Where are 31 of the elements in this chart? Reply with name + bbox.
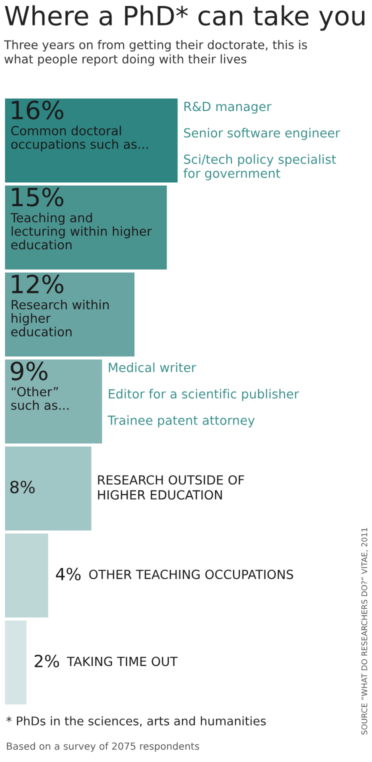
annotation: Trainee patent attorney: [108, 415, 255, 428]
data-label: 4%: [56, 568, 81, 580]
bar: [5, 620, 27, 704]
text: * PhDs in the sciences, arts and humanities: [6, 716, 266, 727]
y-tick-label: TAKING TIME OUT: [66, 656, 178, 666]
y-tick-label: OTHER TEACHING OCCUPATIONS: [89, 570, 294, 580]
text: R&D manager: [184, 102, 272, 114]
chart-subtitle: Three years on from getting their doctorate, this is what people report doing with their lives: [4, 40, 307, 66]
text: Senior software engineer: [184, 128, 340, 140]
bar: [5, 534, 48, 618]
y-tick-label: RESEARCH OUTSIDE OF HIGHER EDUCATION: [98, 475, 244, 500]
bar: [5, 98, 178, 182]
bar: [5, 272, 134, 356]
y-tick-label: “Other” such as...: [11, 386, 69, 410]
bar: [5, 360, 102, 444]
y-tick-label: Research within higher education: [11, 300, 109, 336]
bar: [5, 446, 92, 530]
data-label: 12%: [12, 274, 64, 294]
text: Based on a survey of 2075 respondents: [6, 742, 200, 752]
data-label: 9%: [10, 362, 48, 380]
data-label: 15%: [12, 188, 64, 206]
data-label: 16%: [12, 100, 64, 120]
data-label: 8%: [10, 480, 35, 494]
y-tick-label: Teaching and lecturing within higher education: [10, 212, 152, 250]
y-tick-label: Common doctoral occupations such as...: [11, 126, 148, 152]
annotation: Medical writer: [108, 362, 196, 372]
text: Sci/tech policy specialist for government: [183, 154, 336, 180]
bar: [5, 186, 167, 270]
data-label: 2%: [34, 654, 60, 668]
chart-title: Where a PhD* can take you: [4, 5, 364, 31]
annotation: Editor for a scientific publisher: [108, 388, 299, 402]
